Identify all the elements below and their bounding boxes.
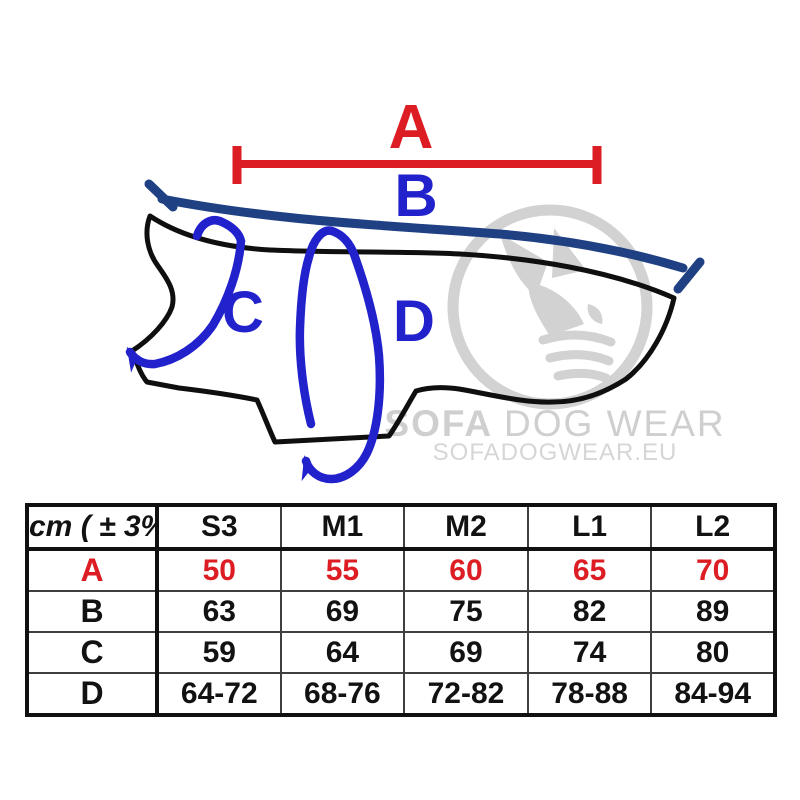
- size-value-cell: 84-94: [650, 672, 776, 716]
- b-measure-line: [157, 194, 688, 273]
- measurement-b: [144, 179, 705, 294]
- size-value-cell: 63: [156, 590, 282, 633]
- size-value-cell: 60: [403, 548, 529, 592]
- measurement-row-label: D: [26, 672, 159, 716]
- label-d: D: [393, 289, 435, 354]
- watermark-brand-text: SOFA DOG WEAR: [384, 403, 725, 444]
- size-value-cell: 75: [403, 590, 529, 633]
- table-row: B 63 69 75 82 89: [26, 590, 776, 633]
- size-value-cell: 65: [526, 548, 653, 592]
- size-column-header: S3: [156, 504, 282, 551]
- size-value-cell: 70: [650, 548, 776, 592]
- watermark-url-text: SOFADOGWEAR.EU: [433, 439, 678, 466]
- size-value-cell: 59: [156, 631, 282, 674]
- label-b: B: [394, 162, 437, 229]
- label-a: A: [389, 93, 434, 162]
- measurement-row-label: A: [26, 548, 159, 592]
- size-value-cell: 50: [156, 548, 282, 592]
- size-value-cell: 72-82: [403, 672, 529, 716]
- size-value-cell: 64-72: [156, 672, 282, 716]
- size-value-cell: 69: [403, 631, 529, 674]
- table-row: D 64-72 68-76 72-82 78-88 84-94: [26, 672, 776, 716]
- size-value-cell: 69: [279, 590, 406, 633]
- b-left-tick: [144, 179, 178, 212]
- unit-label-cell: cm ( ± 3%): [26, 504, 159, 551]
- size-value-cell: 80: [650, 631, 776, 674]
- size-column-header: M1: [279, 504, 406, 551]
- table-row: A 50 55 60 65 70: [26, 548, 776, 592]
- size-column-header: M2: [403, 504, 529, 551]
- logo-stripes: [538, 330, 616, 383]
- size-value-cell: 64: [279, 631, 406, 674]
- dog-coat-measurement-diagram: SOFA DOG WEAR SOFADOGWEAR.EU B C D A: [125, 93, 725, 484]
- coat-outline: [129, 213, 677, 445]
- size-value-cell: 78-88: [526, 672, 653, 716]
- size-value-cell: 68-76: [279, 672, 406, 716]
- size-column-header: L2: [650, 504, 776, 551]
- brand-watermark: SOFA DOG WEAR SOFADOGWEAR.EU: [384, 204, 725, 466]
- size-value-cell: 82: [526, 590, 653, 633]
- size-column-header: L1: [526, 504, 653, 551]
- c-neck-loop: [125, 216, 246, 373]
- table-row: C 59 64 69 74 80: [26, 631, 776, 674]
- size-value-cell: 74: [526, 631, 653, 674]
- d-chest-loop: [295, 226, 385, 484]
- table-body: A 50 55 60 65 70 B 63 69 75 82 89 C 59 64 69 74 80 D 64-72 6…: [26, 548, 776, 716]
- measurement-row-label: B: [26, 590, 159, 633]
- measurement-row-label: C: [26, 631, 159, 674]
- measurement-a: [232, 146, 602, 184]
- b-right-tick: [673, 257, 705, 294]
- label-c: C: [222, 280, 264, 345]
- size-value-cell: 89: [650, 590, 776, 633]
- size-value-cell: 55: [279, 548, 406, 592]
